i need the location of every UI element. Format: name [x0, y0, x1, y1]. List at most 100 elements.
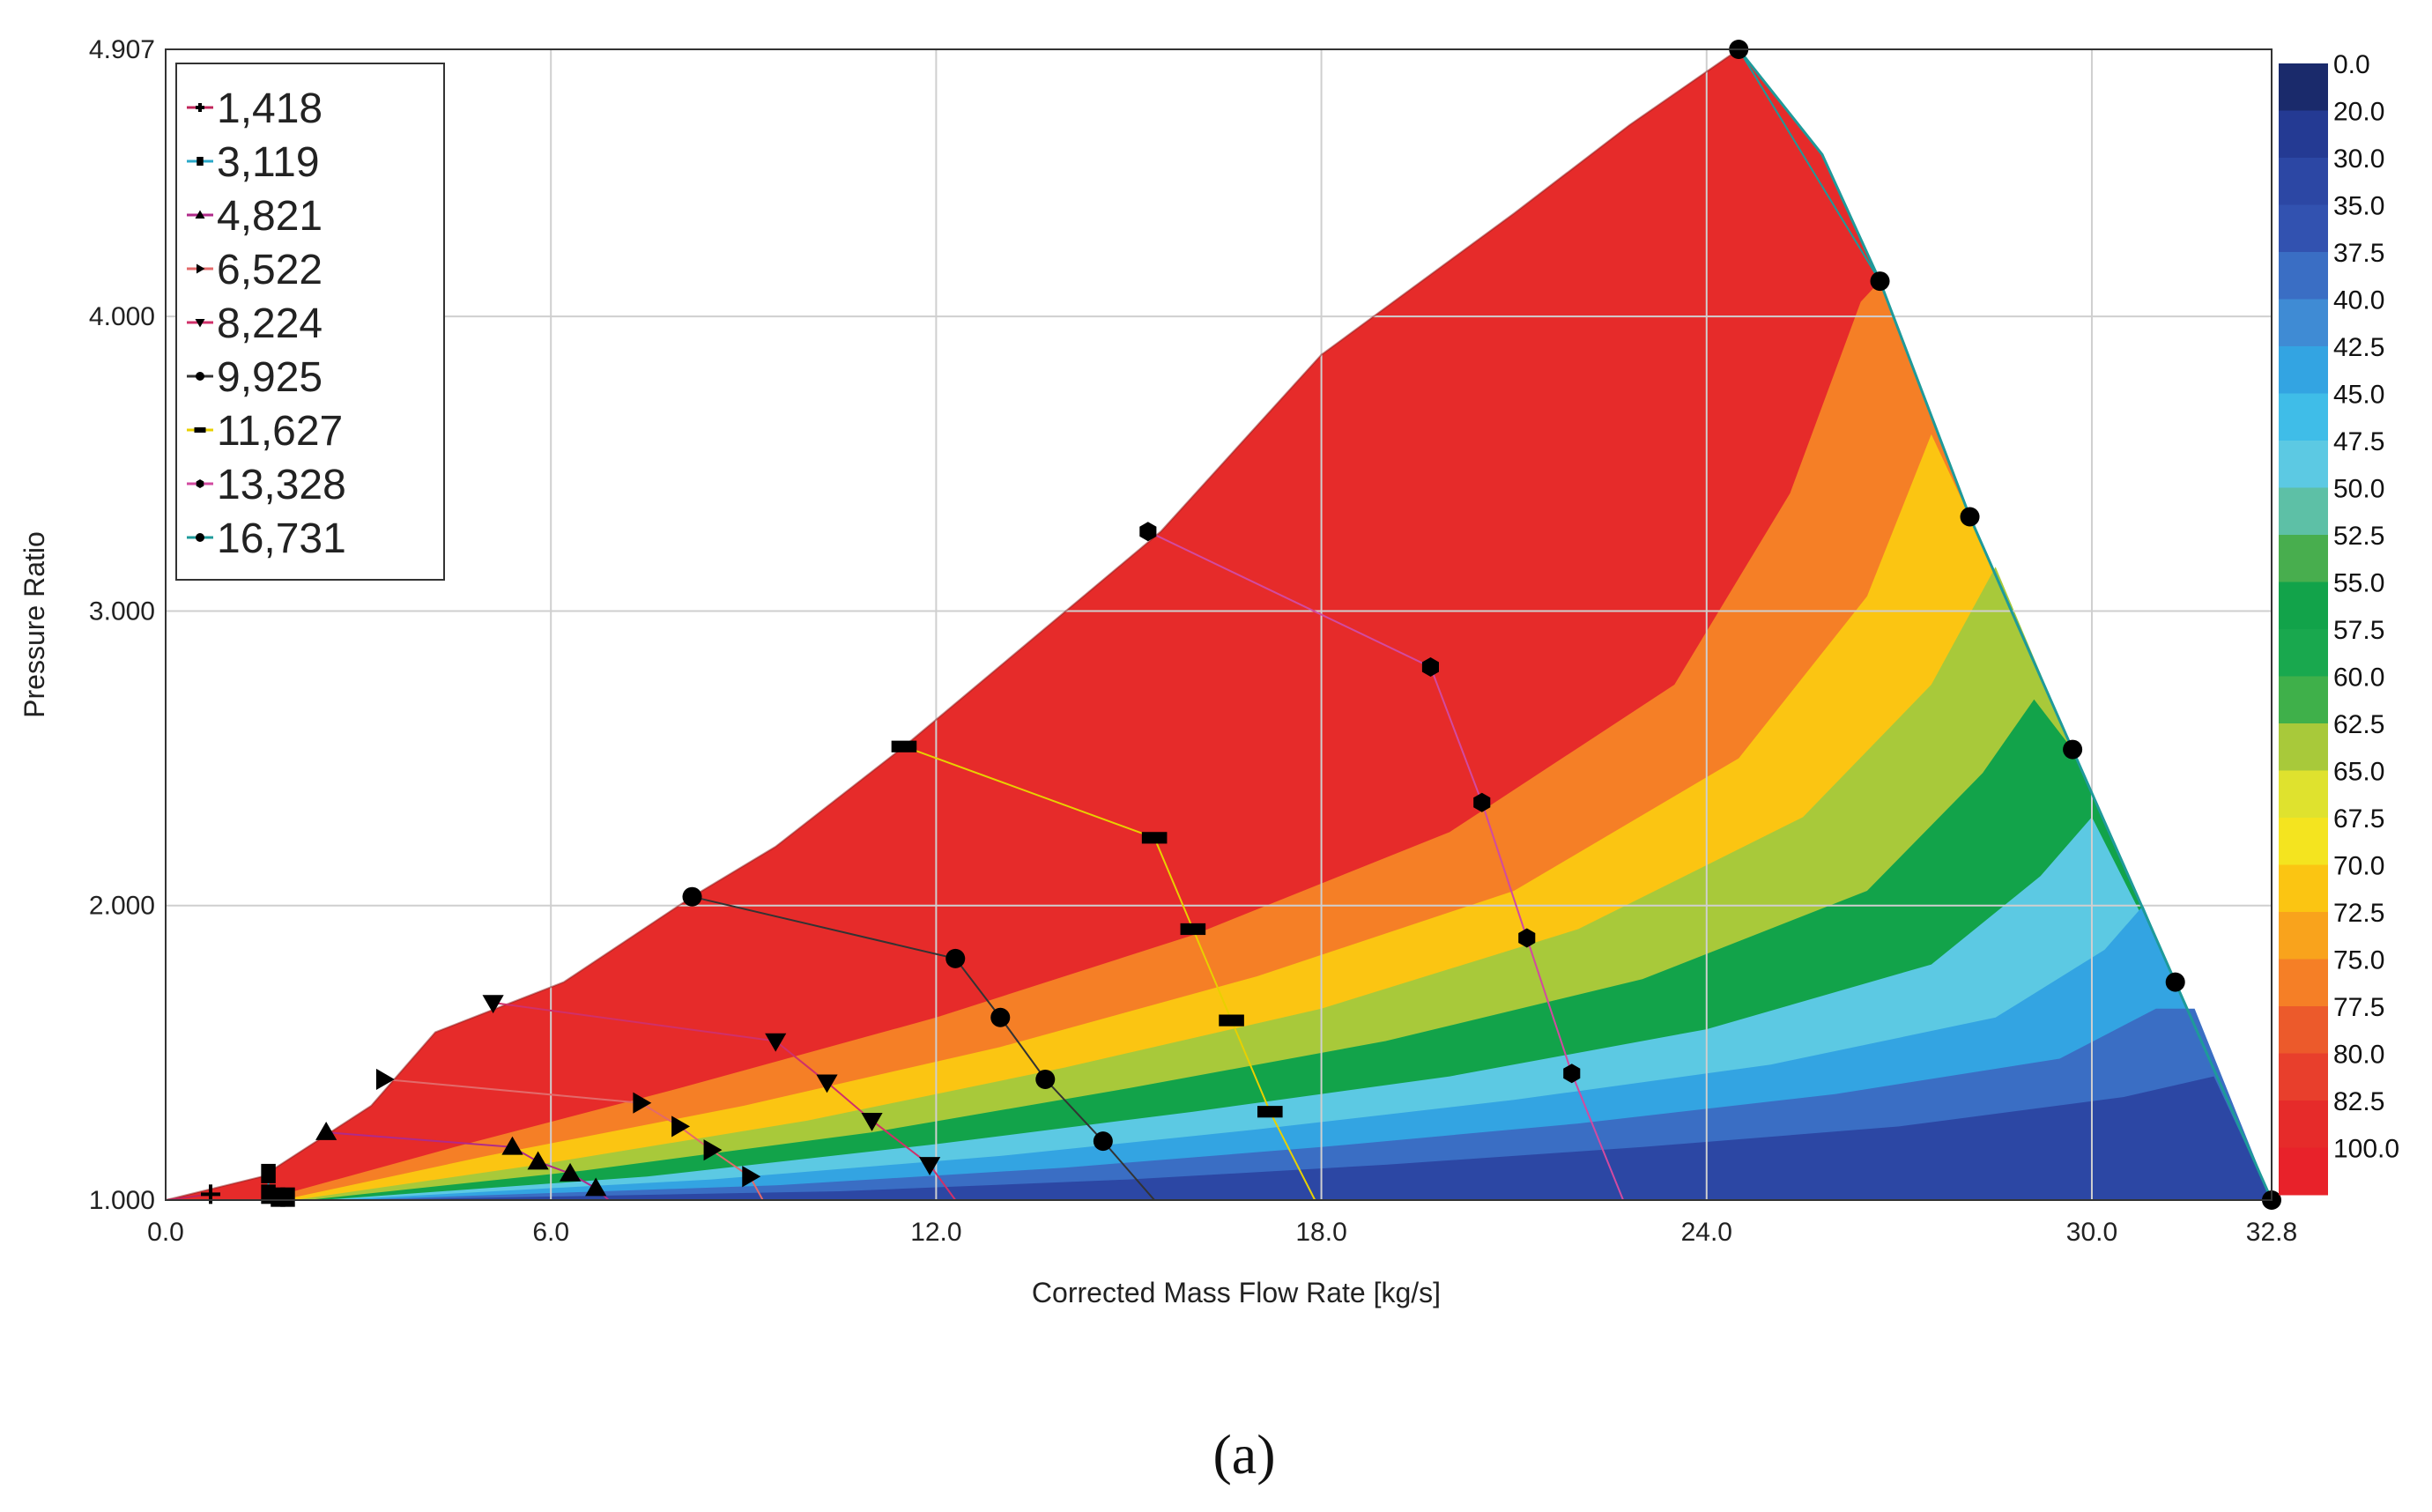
data-point — [1421, 657, 1439, 677]
colorbar-swatch — [2279, 818, 2328, 865]
colorbar-swatch — [2279, 346, 2328, 394]
x-tick-label: 32.8 — [2246, 1218, 2297, 1247]
data-point — [1035, 1069, 1056, 1089]
efficiency-zone-30 — [358, 1076, 2272, 1200]
legend-marker — [196, 263, 205, 274]
data-point — [501, 1136, 523, 1155]
legend-entry: 9,925 — [217, 354, 323, 401]
data-point — [1139, 522, 1157, 542]
x-tick-label: 24.0 — [1681, 1218, 1732, 1247]
speed-line-5 — [692, 895, 1155, 1201]
y-tick-label: 1.000 — [89, 1186, 155, 1215]
colorbar-swatch — [2279, 63, 2328, 111]
colorbar-swatch — [2279, 629, 2328, 677]
colorbar-swatch — [2279, 204, 2328, 253]
legend-entry: 1,418 — [217, 85, 323, 132]
speed-lines — [165, 48, 2273, 1201]
data-point — [527, 1151, 549, 1170]
colorbar-label: 75.0 — [2333, 946, 2384, 975]
colorbar-swatch — [2279, 723, 2328, 771]
y-axis-label: Pressure Ratio — [19, 531, 50, 718]
data-point — [765, 1033, 787, 1052]
y-tick-label: 2.000 — [89, 892, 155, 921]
colorbar-label: 45.0 — [2333, 381, 2384, 410]
speed-line-markers — [201, 40, 2281, 1210]
y-tick-label: 4.000 — [89, 302, 155, 331]
colorbar-label: 42.5 — [2333, 333, 2384, 362]
legend-marker — [195, 319, 205, 328]
data-point — [633, 1092, 652, 1114]
colorbar-swatch — [2279, 441, 2328, 488]
colorbar-label: 52.5 — [2333, 522, 2384, 551]
y-tick-label: 4.907 — [89, 35, 155, 64]
legend-entry: 4,821 — [217, 193, 323, 240]
x-axis-label: Corrected Mass Flow Rate [kg/s] — [1032, 1277, 1441, 1308]
colorbar-label: 35.0 — [2333, 192, 2384, 221]
x-tick-label: 6.0 — [532, 1218, 569, 1247]
data-point — [1960, 507, 1980, 527]
colorbar-label: 65.0 — [2333, 758, 2384, 787]
colorbar-label: 72.5 — [2333, 899, 2384, 928]
data-point — [891, 740, 917, 752]
legend-marker — [195, 210, 205, 219]
y-axis-ticks: 1.000 2.000 3.000 4.000 4.907 — [89, 35, 155, 1215]
data-point — [816, 1074, 838, 1093]
x-axis-ticks: 0.0 6.0 12.0 18.0 24.0 30.0 32.8 — [147, 1218, 2297, 1247]
colorbar-swatch — [2279, 299, 2328, 347]
colorbar-label: 77.5 — [2333, 993, 2384, 1022]
colorbar-swatch — [2279, 110, 2328, 159]
colorbar-label: 50.0 — [2333, 475, 2384, 504]
legend-entry: 11,627 — [217, 408, 343, 455]
surge-line — [165, 48, 1739, 1201]
legend-entry: 6,522 — [217, 247, 323, 293]
data-point — [1093, 1131, 1113, 1152]
data-point — [1563, 1064, 1581, 1084]
data-point — [261, 1163, 276, 1183]
speed-line-6 — [903, 745, 1316, 1201]
colorbar-swatch — [2279, 158, 2328, 205]
data-point — [1180, 923, 1206, 936]
figure-caption: (a) — [1212, 1423, 1275, 1486]
data-point — [682, 886, 702, 907]
y-tick-label: 3.000 — [89, 597, 155, 626]
data-point — [671, 1115, 691, 1138]
data-point — [585, 1177, 607, 1197]
colorbar-swatch — [2279, 1147, 2328, 1196]
legend-marker — [196, 479, 204, 488]
legend-marker — [196, 103, 204, 112]
colorbar-label: 20.0 — [2333, 98, 2384, 127]
legend: 1,418 3,119 4,821 6,522 8,224 9,925 11,627 13,3… — [175, 63, 445, 581]
colorbar-label: 80.0 — [2333, 1041, 2384, 1070]
data-point — [375, 1068, 395, 1091]
data-point — [1219, 1014, 1244, 1027]
data-point — [990, 1007, 1011, 1027]
colorbar-swatch — [2279, 1053, 2328, 1101]
data-point — [1518, 928, 1536, 948]
colorbar-label: 57.5 — [2333, 616, 2384, 645]
data-point — [861, 1112, 883, 1131]
colorbar-label: 55.0 — [2333, 569, 2384, 598]
data-point — [2063, 739, 2083, 760]
efficiency-contours — [166, 49, 2272, 1200]
data-point — [315, 1122, 337, 1140]
data-point — [1473, 792, 1491, 812]
colorbar-swatch — [2279, 959, 2328, 1007]
colorbar-label: 70.0 — [2333, 852, 2384, 881]
colorbar-swatch — [2279, 1006, 2328, 1054]
x-tick-label: 0.0 — [147, 1218, 184, 1247]
speed-line-8 — [1738, 48, 2273, 1201]
data-point — [280, 1187, 295, 1207]
colorbar-label: 37.5 — [2333, 239, 2384, 268]
colorbar-label: 67.5 — [2333, 804, 2384, 834]
legend-entry: 16,731 — [217, 515, 346, 562]
x-tick-label: 18.0 — [1295, 1218, 1346, 1247]
speed-line-7 — [1147, 530, 1625, 1201]
colorbar-swatch — [2279, 582, 2328, 630]
colorbar-swatch — [2279, 487, 2328, 536]
colorbar: 0.0 20.0 30.0 35.0 37.5 40.0 42.5 45.0 47.5 50.0 5… — [2279, 50, 2399, 1196]
colorbar-label: 100.0 — [2333, 1135, 2399, 1164]
data-point — [742, 1166, 761, 1188]
legend-marker — [196, 372, 204, 381]
colorbar-swatch — [2279, 535, 2328, 582]
